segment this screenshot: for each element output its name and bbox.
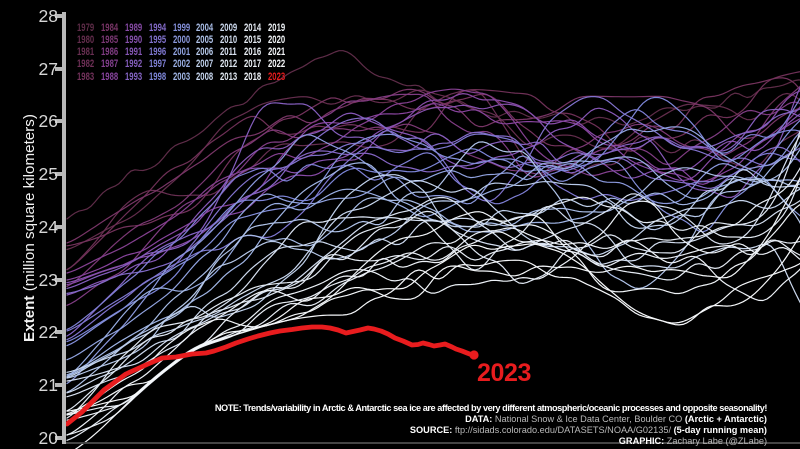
- svg-text:Extent (million square kilomet: Extent (million square kilometers): [21, 114, 38, 342]
